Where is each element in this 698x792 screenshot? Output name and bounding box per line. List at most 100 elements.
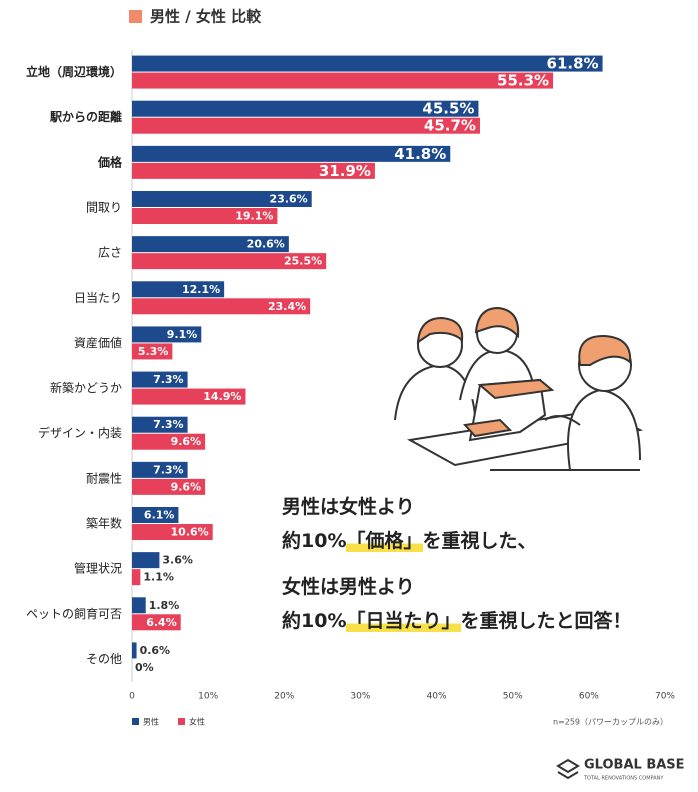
annotation-line: 約10%「日当たり」を重視したと回答！: [282, 604, 632, 638]
logo-tagline: TOTAL RENOVATIONS COMPANY: [583, 776, 664, 782]
logo-icon: [556, 758, 580, 780]
x-tick-label: 40%: [427, 692, 447, 702]
annotation-text: 男性は女性より: [282, 496, 415, 518]
value-label: 12.1%: [182, 283, 220, 296]
annotation-line: 男性は女性より: [282, 490, 632, 524]
bar: [132, 162, 375, 179]
bar: [132, 326, 202, 343]
y-tick-label: 管理状況: [74, 561, 122, 576]
bar: [132, 371, 188, 388]
legend-swatch: [132, 718, 139, 725]
bar: [132, 253, 327, 270]
value-label: 0.6%: [140, 644, 171, 657]
gap: [282, 558, 632, 570]
annotation-line: 約10%「価格」を重視した、: [282, 524, 632, 558]
y-tick-label: 広さ: [98, 246, 122, 260]
legend-label: 男性: [143, 717, 159, 727]
value-label: 23.6%: [270, 193, 308, 206]
annotation-text: を重視したと回答！: [460, 610, 632, 632]
value-label: 31.9%: [319, 162, 371, 180]
value-label: 61.8%: [547, 55, 599, 73]
value-label: 25.5%: [284, 255, 322, 268]
annotation-text: 「価格」: [346, 530, 423, 552]
y-tick-label: 価格: [97, 154, 123, 169]
annotation-text: を重視した、: [422, 530, 537, 552]
bar: [132, 433, 206, 450]
bar: [132, 524, 213, 540]
title-marker: [129, 10, 142, 23]
bar: [132, 100, 479, 117]
bar: [132, 281, 225, 298]
bar: [132, 117, 480, 134]
value-label: 6.4%: [146, 616, 177, 629]
x-tick-label: 20%: [274, 692, 294, 702]
y-tick-label: 新築かどうか: [50, 380, 122, 395]
annotation-text: 女性は男性より: [282, 576, 415, 598]
bar: [132, 343, 173, 360]
bar: [132, 642, 137, 659]
value-label: 5.3%: [138, 345, 169, 358]
bar: [132, 552, 160, 569]
note: n=259（パワーカップルのみ）: [553, 718, 668, 727]
value-label: 1.8%: [149, 599, 180, 612]
value-label: 9.6%: [171, 480, 202, 493]
bar: [132, 298, 311, 315]
y-tick-label: 間取り: [86, 201, 122, 215]
annotation: 男性は女性より 約10%「価格」を重視した、 女性は男性より 約10%「日当たり」を重…: [282, 490, 632, 638]
bar: [132, 597, 146, 614]
y-tick-label: 日当たり: [74, 291, 122, 305]
value-label: 41.8%: [394, 145, 446, 163]
value-label: 23.4%: [268, 300, 306, 313]
bar: [132, 236, 289, 253]
value-label: 3.6%: [162, 554, 193, 567]
x-tick-label: 60%: [579, 692, 599, 702]
x-tick-label: 50%: [503, 692, 523, 702]
bar: [132, 478, 206, 495]
y-tick-label: 耐震性: [86, 471, 122, 485]
x-tick-label: 30%: [350, 692, 370, 702]
bar: [132, 614, 181, 631]
value-label: 0%: [135, 661, 154, 674]
y-tick-label: 駅からの距離: [49, 109, 122, 124]
value-label: 10.6%: [171, 526, 209, 539]
legend-label: 女性: [189, 717, 205, 727]
y-tick-label: デザイン・内装: [38, 425, 122, 440]
value-label: 55.3%: [497, 72, 549, 90]
bar: [132, 569, 141, 586]
y-tick-label: 築年数: [86, 516, 122, 531]
bar: [132, 72, 554, 89]
x-tick-label: 0: [129, 692, 135, 702]
bar: [132, 461, 188, 478]
y-tick-label: ペットの飼育可否: [26, 606, 122, 621]
illustration: [394, 306, 644, 471]
annotation-text: 「日当たり」: [346, 610, 461, 632]
logo-name: GLOBAL BASE: [584, 758, 685, 773]
y-tick-label: 立地（周辺環境）: [26, 64, 122, 79]
y-tick-label: その他: [86, 652, 122, 666]
value-label: 9.6%: [171, 435, 202, 448]
x-tick-label: 70%: [655, 692, 675, 702]
value-label: 7.3%: [153, 463, 184, 476]
value-label: 14.9%: [203, 390, 241, 403]
bar: [132, 507, 179, 523]
value-label: 7.3%: [153, 373, 184, 386]
annotation-text: 約10%: [282, 610, 347, 632]
x-tick-label: 10%: [198, 692, 218, 702]
value-label: 20.6%: [247, 238, 285, 251]
y-tick-label: 資産価値: [74, 335, 122, 350]
bar: [132, 145, 451, 162]
value-label: 6.1%: [144, 509, 175, 522]
bar: [132, 416, 188, 433]
value-label: 7.3%: [153, 418, 184, 431]
bar: [132, 208, 278, 224]
bar: [132, 55, 603, 72]
value-label: 45.5%: [422, 100, 474, 118]
annotation-text: 約10%: [282, 530, 347, 552]
value-label: 19.1%: [235, 210, 273, 223]
value-label: 9.1%: [167, 328, 198, 341]
chart-title: 男性 / 女性 比較: [150, 8, 262, 26]
annotation-line: 女性は男性より: [282, 570, 632, 604]
bar: [132, 388, 246, 405]
